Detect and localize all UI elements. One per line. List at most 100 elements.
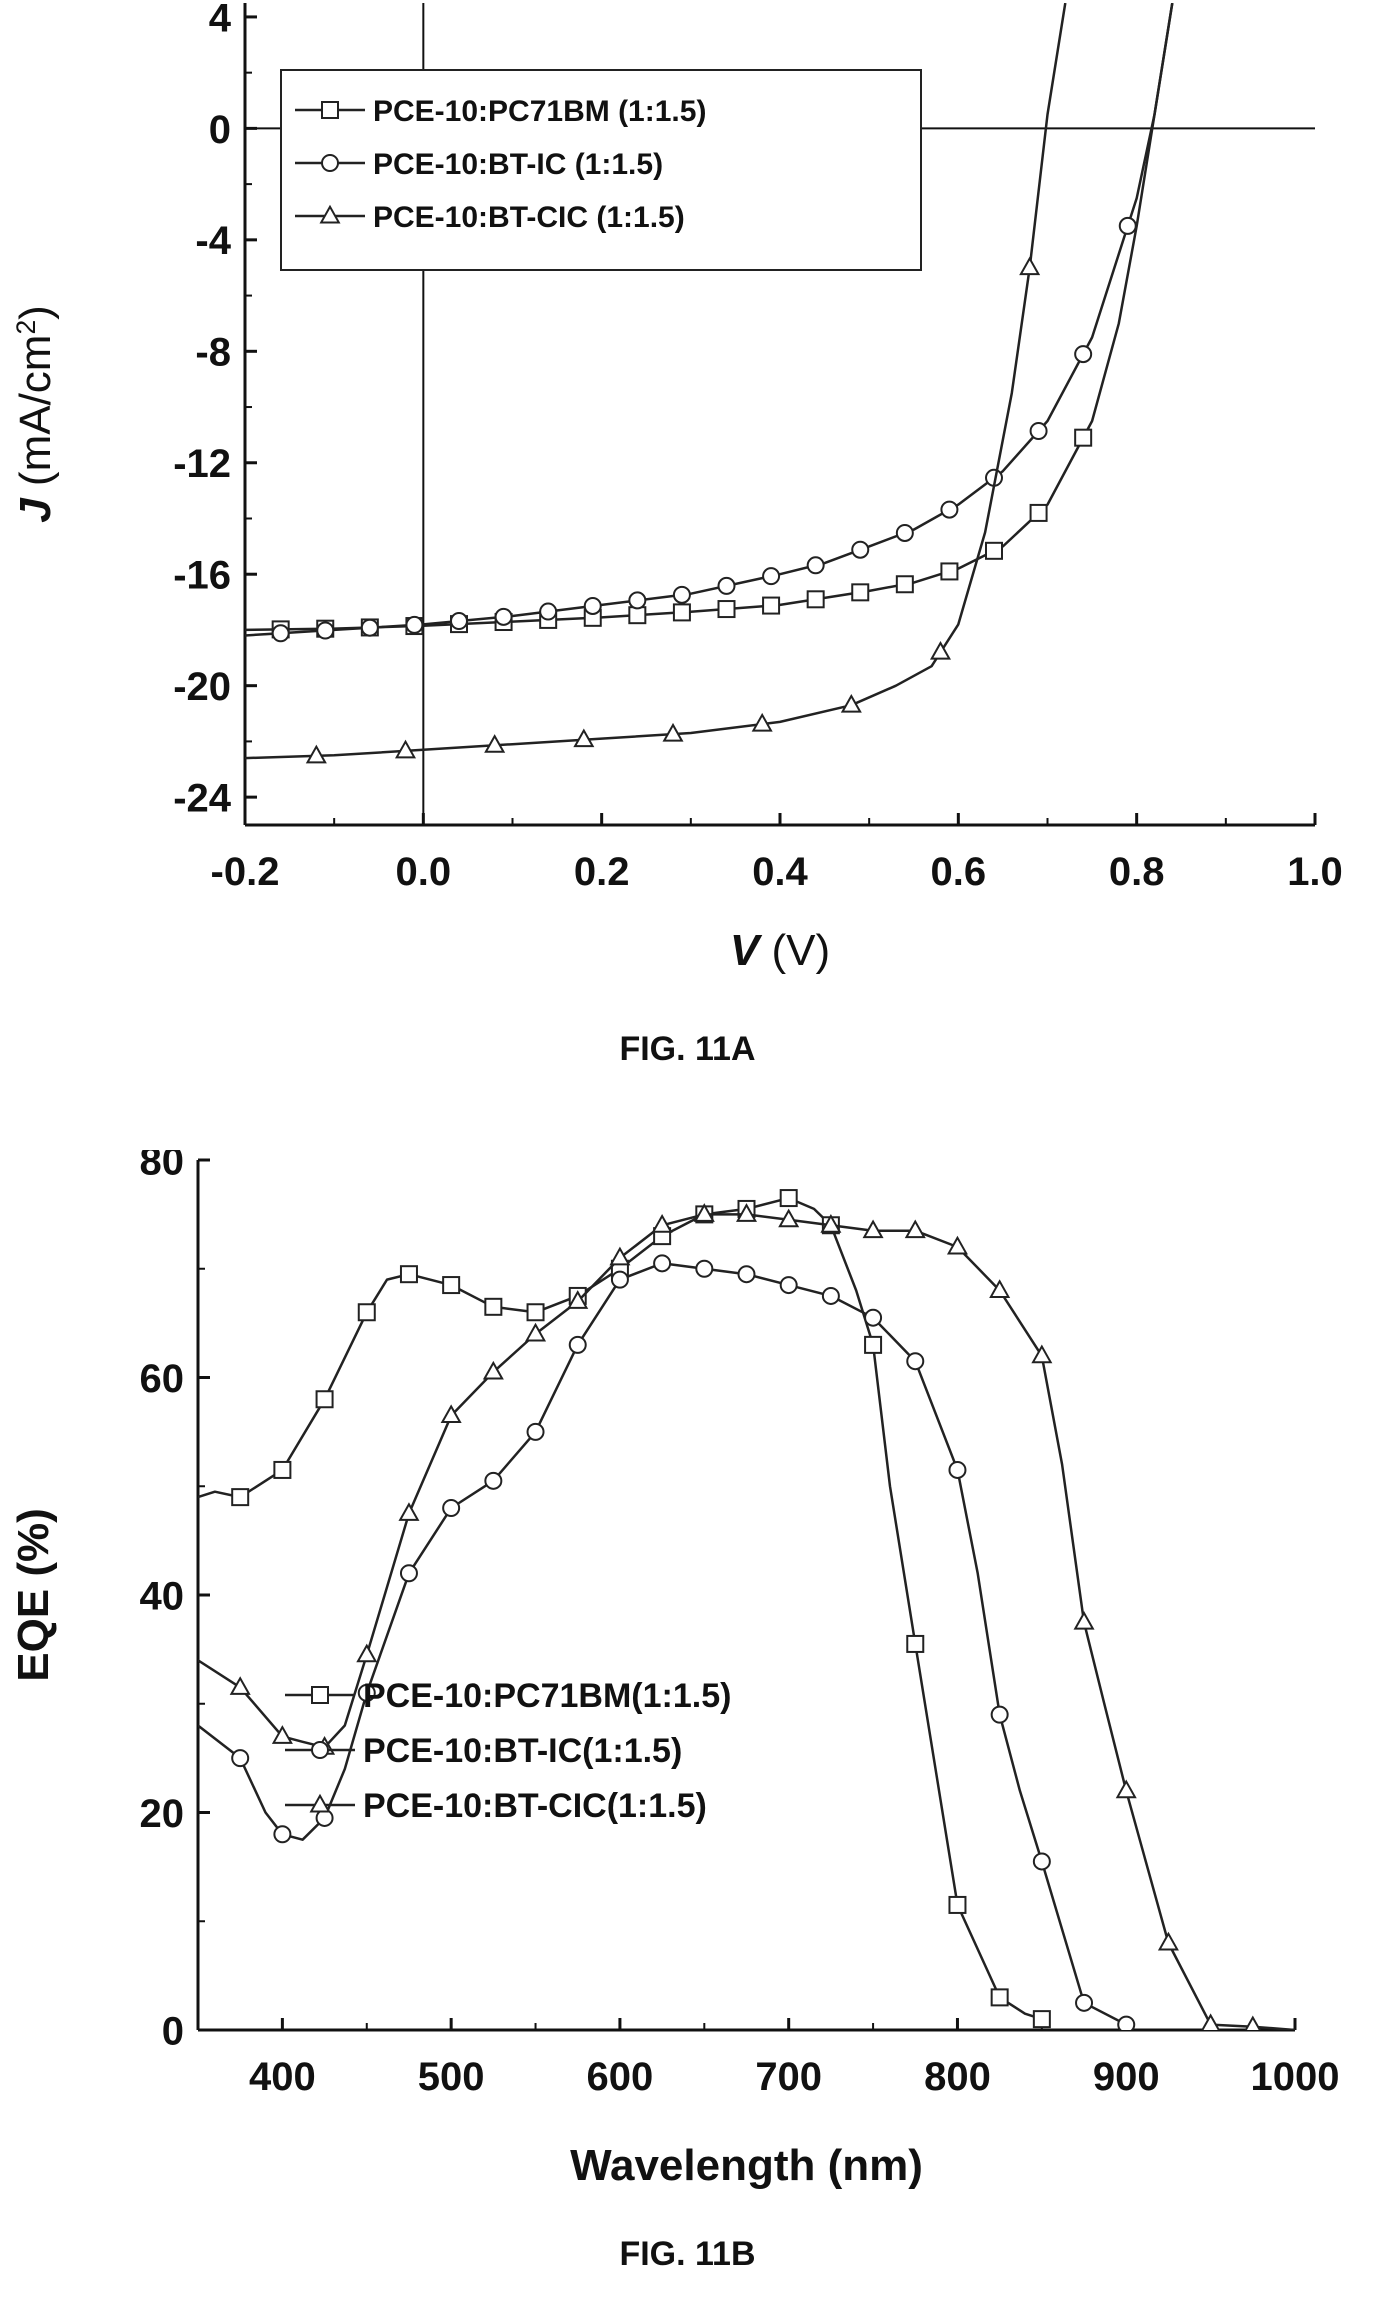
data-point-circle (273, 1825, 292, 1844)
data-point-triangle (394, 739, 417, 759)
data-point-circle (316, 621, 335, 640)
x-tick-group: -0.2 0.0 0.2 0.4 0.6 0.8 1.0 (211, 813, 1343, 894)
data-point-square (628, 606, 647, 625)
data-point-triangle (1157, 1931, 1179, 1951)
data-point-triangle (271, 1725, 293, 1744)
x-tick-label: 0.4 (752, 850, 808, 894)
data-point-triangle (567, 1290, 589, 1309)
data-point-triangle (904, 1219, 926, 1239)
data-point-circle (539, 602, 558, 621)
y-tick-label: -20 (173, 665, 231, 709)
data-point-triangle (862, 1219, 884, 1239)
data-point-triangle (1073, 1610, 1095, 1630)
data-point-circle (231, 1749, 250, 1768)
data-point-triangle (929, 641, 952, 660)
series-line (198, 1213, 1295, 2030)
data-point-square (399, 1265, 418, 1284)
legend-label: PCE-10:BT-CIC (1:1.5) (373, 201, 685, 234)
x-tick-label: 0.8 (1109, 850, 1165, 894)
x-tick-label: 1000 (1251, 2055, 1340, 2099)
data-point-circle (405, 615, 424, 634)
data-point-triangle (229, 1676, 251, 1695)
x-tick-label: 500 (418, 2055, 485, 2099)
data-point-circle (610, 1270, 629, 1289)
x-tick-label: 0.0 (396, 850, 452, 894)
data-point-circle (737, 1265, 756, 1284)
data-point-circle (1075, 1993, 1094, 2012)
data-point-circle (940, 500, 959, 519)
y-tick-group: 4 0 -4 -8 -12 -16 -20 -24 (173, 0, 257, 821)
data-point-circle (399, 1564, 418, 1583)
legend-marker-square (321, 101, 339, 119)
legend-label: PCE-10:BT-CIC(1:1.5) (363, 1787, 707, 1825)
x-tick-label: 600 (587, 2055, 654, 2099)
data-point-circle (583, 596, 602, 615)
data-point-square (1029, 503, 1048, 522)
series-line (245, 3, 1174, 637)
chart-fig-11a: -0.2 0.0 0.2 0.4 0.6 0.8 1.0 4 0 -4 -8 -12 -16 -20 -24… (11, 0, 1343, 975)
legend-entry: PCE-10:PC71BM (1:1.5) (295, 95, 706, 128)
data-point-circle (568, 1335, 587, 1354)
x-axis-title: Wavelength (nm) (570, 2141, 923, 2190)
series-circle (245, 3, 1174, 643)
legend-label: PCE-10:BT-IC(1:1.5) (363, 1732, 682, 1770)
y-tick-label: -4 (195, 219, 231, 263)
y-tick-label: 60 (140, 1357, 185, 1401)
legend-marker-triangle (319, 204, 341, 224)
x-tick-label: -0.2 (211, 850, 280, 894)
legend-label: PCE-10:PC71BM (1:1.5) (373, 95, 706, 128)
data-point-triangle (356, 1643, 378, 1663)
legend-entry: PCE-10:BT-CIC (1:1.5) (295, 201, 685, 234)
data-point-triangle (1115, 1779, 1137, 1799)
data-point-square (895, 575, 914, 594)
data-point-triangle (735, 1203, 758, 1222)
data-point-triangle (1244, 2015, 1261, 2030)
y-axis-title-close: ) (11, 305, 60, 320)
data-point-circle (494, 607, 513, 626)
x-tick-label: 400 (249, 2055, 316, 2099)
legend-entry: PCE-10:BT-CIC(1:1.5) (285, 1787, 707, 1825)
data-point-square (851, 583, 870, 602)
legend-label: PCE-10:PC71BM(1:1.5) (363, 1677, 731, 1715)
data-point-circle (450, 612, 468, 631)
legend-marker-triangle (309, 1793, 331, 1813)
x-tick-label: 800 (924, 2055, 991, 2099)
data-point-circle (864, 1308, 883, 1327)
x-tick-label: 0.2 (574, 850, 630, 894)
plot-area (198, 1189, 1295, 2030)
x-tick-label: 900 (1093, 2055, 1160, 2099)
data-point-triangle (484, 734, 506, 753)
data-point-square (526, 1303, 545, 1322)
data-point-square (906, 1634, 925, 1653)
series-triangle (198, 1203, 1295, 2030)
x-axis-title-symbol: V (730, 926, 763, 975)
series-line (245, 3, 1067, 760)
data-point-circle (851, 540, 870, 559)
y-tick-label: -16 (173, 554, 231, 598)
y-axis-title: EQE (%) (9, 1508, 58, 1682)
y-axis-title-symbol: J (11, 497, 60, 523)
data-point-circle (779, 1276, 798, 1295)
data-point-square (762, 596, 781, 615)
data-point-triangle (751, 712, 773, 732)
y-tick-label: 40 (140, 1574, 185, 1618)
y-tick-label: 0 (162, 2009, 184, 2053)
data-point-circle (628, 591, 647, 610)
data-point-square (273, 1460, 292, 1479)
data-point-square (940, 562, 959, 581)
data-point-square (231, 1488, 250, 1507)
data-point-triangle (1031, 1344, 1053, 1364)
legend-entry: PCE-10:BT-IC(1:1.5) (285, 1732, 682, 1770)
data-point-circle (990, 1705, 1009, 1724)
data-point-circle (1117, 2015, 1136, 2030)
data-point-circle (1118, 216, 1137, 235)
y-tick-label: -8 (195, 331, 231, 375)
y-tick-label: 20 (140, 1792, 185, 1836)
data-point-triangle (989, 1279, 1011, 1298)
y-axis-title-sup: 2 (11, 320, 41, 335)
y-tick-label: 80 (140, 1150, 185, 1183)
data-point-triangle (482, 1360, 504, 1380)
legend: PCE-10:PC71BM (1:1.5) PCE-10:BT-IC (1:1.5… (280, 69, 922, 271)
data-point-circle (695, 1259, 714, 1278)
